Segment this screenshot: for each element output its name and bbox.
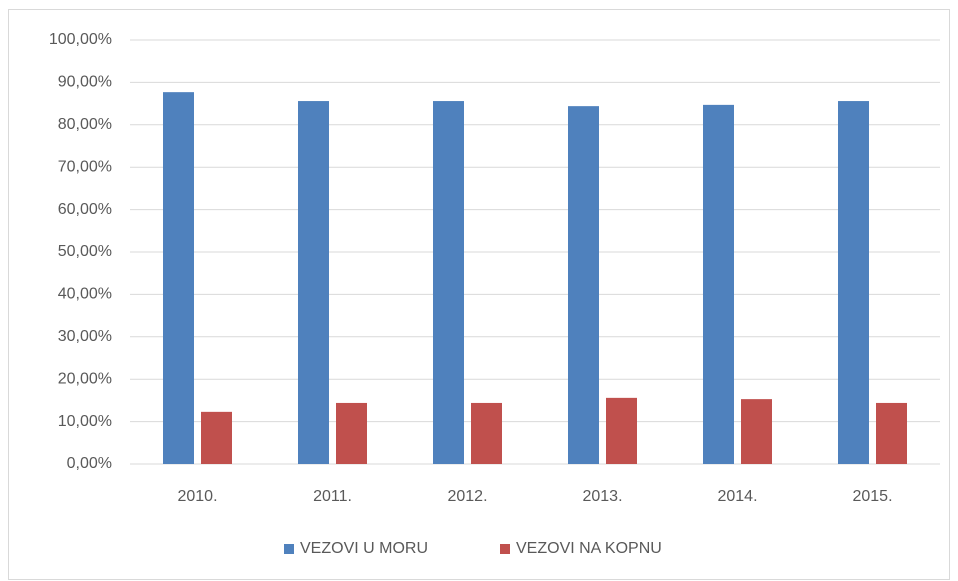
y-tick-label: 30,00%: [58, 328, 112, 345]
bar: [876, 402, 907, 464]
y-tick-label: 10,00%: [58, 413, 112, 430]
legend-label: VEZOVI U MORU: [300, 540, 428, 557]
bar: [336, 402, 367, 464]
y-tick-label: 100,00%: [49, 31, 112, 48]
bar: [201, 411, 232, 464]
x-tick-label: 2013.: [582, 488, 622, 505]
y-tick-label: 50,00%: [58, 243, 112, 260]
legend-swatch: [284, 544, 294, 554]
x-tick-label: 2011.: [313, 488, 352, 505]
y-tick-label: 0,00%: [67, 455, 112, 472]
legend-swatch: [500, 544, 510, 554]
bar: [471, 402, 502, 464]
x-tick-label: 2015.: [852, 488, 892, 505]
y-tick-label: 70,00%: [58, 158, 112, 175]
bar: [298, 101, 329, 464]
y-tick-label: 90,00%: [58, 74, 112, 91]
bar: [163, 92, 194, 464]
bar: [568, 106, 599, 465]
y-tick-label: 60,00%: [58, 201, 112, 218]
bar: [838, 101, 869, 464]
y-tick-label: 80,00%: [58, 116, 112, 133]
x-tick-label: 2012.: [447, 488, 487, 505]
y-tick-label: 20,00%: [58, 370, 112, 387]
bar: [606, 397, 637, 464]
y-tick-label: 40,00%: [58, 286, 112, 303]
x-tick-label: 2014.: [717, 488, 757, 505]
bar: [741, 399, 772, 464]
bar: [433, 101, 464, 464]
bar: [703, 104, 734, 464]
x-tick-label: 2010.: [177, 488, 217, 505]
legend-label: VEZOVI NA KOPNU: [516, 540, 662, 557]
